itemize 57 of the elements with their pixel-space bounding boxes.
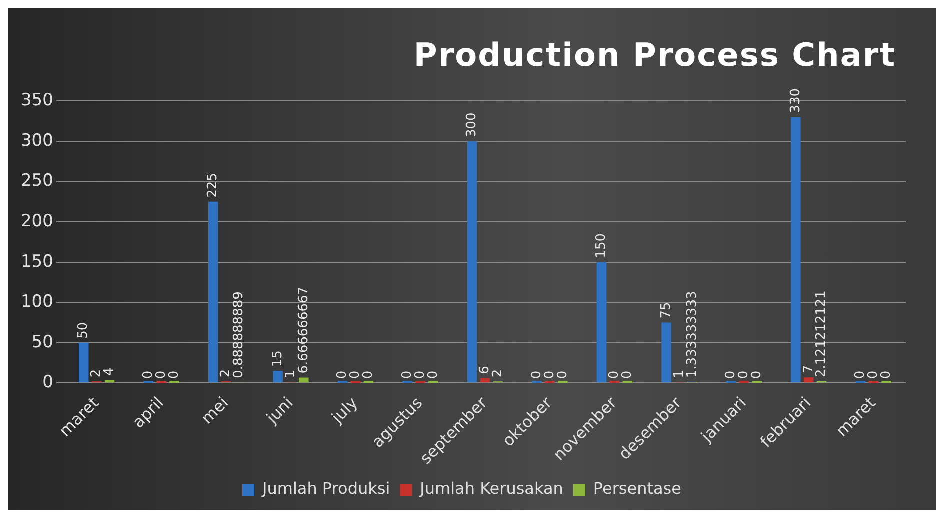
data-label: 1.333333333 [684, 291, 700, 378]
y-tick-label: 350 [20, 90, 54, 111]
data-label: 75 [658, 302, 674, 319]
bar [791, 117, 801, 383]
bar [662, 322, 672, 383]
data-label: 0 [335, 370, 350, 380]
data-label: 150 [594, 234, 610, 258]
data-label: 0 [853, 370, 868, 380]
bar [467, 141, 478, 383]
data-label: 2 [89, 369, 104, 378]
data-label: 2.121212121 [814, 290, 830, 378]
data-label: 0 [620, 370, 636, 380]
y-tick-label: 250 [20, 171, 54, 192]
data-label: 4 [102, 368, 118, 376]
legend-label: Jumlah Kerusakan [419, 479, 564, 498]
bar [596, 262, 607, 383]
data-label: 0 [542, 370, 558, 380]
data-label: 0 [878, 370, 894, 380]
data-label: 0 [140, 370, 156, 380]
data-label: 1 [283, 370, 298, 378]
y-tick-label: 0 [42, 372, 54, 393]
data-label: 0 [348, 370, 364, 380]
data-label: 0 [426, 370, 441, 380]
data-label: 0 [154, 370, 169, 380]
data-label: 1 [672, 370, 687, 378]
data-label: 0 [555, 370, 570, 380]
data-label: 50 [76, 322, 92, 339]
data-label: 0 [412, 370, 428, 380]
y-tick-label: 50 [32, 332, 54, 352]
data-label: 0 [166, 370, 182, 380]
data-label: 0 [866, 370, 882, 380]
data-label: 7 [801, 365, 816, 374]
data-label: 0 [607, 370, 622, 380]
y-tick-label: 150 [20, 252, 54, 272]
data-label: 0 [400, 370, 415, 380]
data-label: 225 [206, 173, 221, 198]
data-label: 0 [361, 370, 376, 380]
y-tick-label: 100 [20, 292, 54, 312]
y-tick-label: 200 [20, 211, 54, 232]
data-label: 2 [218, 369, 234, 378]
chart-title: Production Process Chart [414, 36, 896, 74]
bar [208, 202, 218, 383]
legend-label: Jumlah Produksi [262, 479, 390, 498]
data-label: 0 [724, 370, 739, 380]
data-label: 0 [529, 370, 544, 380]
legend-label: Persentase [593, 479, 682, 498]
data-label: 300 [464, 112, 480, 138]
data-label: 0 [749, 370, 764, 380]
data-label: 6.666666667 [296, 286, 312, 374]
data-label: 0 [736, 370, 752, 380]
data-label: 15 [270, 350, 286, 368]
data-label: 0.888888889 [232, 292, 247, 378]
y-tick-label: 300 [20, 130, 54, 151]
data-label: 330 [788, 88, 804, 114]
data-label: 2 [490, 369, 506, 378]
bar [79, 342, 89, 383]
data-label: 6 [478, 366, 493, 374]
